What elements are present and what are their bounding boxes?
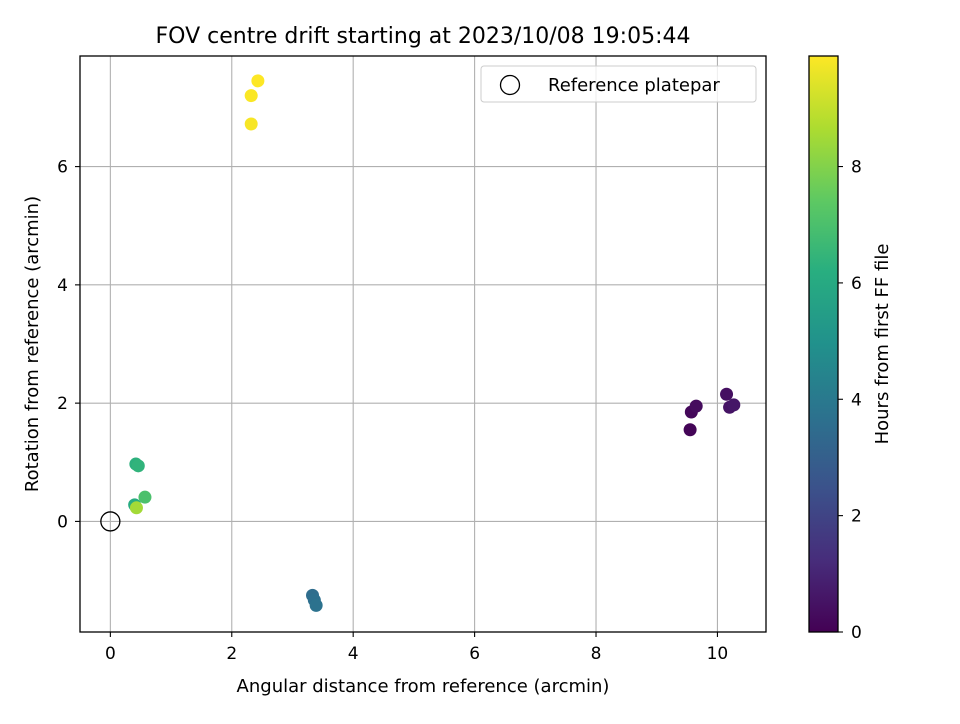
y-tick-label: 6: [57, 158, 68, 178]
scatter-point: [683, 423, 697, 437]
x-tick-label: 2: [226, 644, 237, 664]
colorbar-frame: [808, 55, 839, 633]
x-tick-label: 0: [105, 644, 116, 664]
y-tick-label: 4: [57, 276, 68, 296]
scatter-point: [131, 459, 145, 473]
reference-platepar-marker: [100, 511, 121, 532]
x-tick-label: 6: [469, 644, 480, 664]
x-tick-label: 10: [707, 644, 729, 664]
colorbar-label: Hours from first FF file: [872, 244, 893, 445]
colorbar-tick-label: 4: [851, 390, 862, 410]
y-axis-label: Rotation from reference (arcmin): [22, 196, 43, 492]
scatter-point: [309, 598, 323, 612]
plot-background: [80, 56, 766, 632]
colorbar-tick-label: 8: [851, 158, 862, 178]
colorbar-gradient: [809, 56, 838, 632]
y-tick-label: 0: [57, 512, 68, 532]
x-axis-ticks: 0 2 4 6 8 10: [105, 632, 728, 664]
scatter-point: [251, 74, 265, 88]
x-axis-label: Angular distance from reference (arcmin): [237, 676, 610, 697]
colorbar-tick-label: 2: [851, 507, 862, 527]
legend-marker-open-circle: [499, 74, 521, 96]
scatter-point: [138, 490, 152, 504]
colorbar-tick-label: 0: [851, 623, 862, 643]
grid-lines: [80, 56, 766, 632]
y-tick-label: 2: [57, 394, 68, 414]
scatter-point: [689, 399, 703, 413]
scatter-point: [244, 117, 258, 131]
scatter-point: [129, 501, 143, 515]
reference-marker-layer: [100, 511, 121, 532]
colorbar-tick-label: 6: [851, 274, 862, 294]
scatter-point: [720, 387, 734, 401]
scatter-point: [244, 89, 258, 103]
plot-frame: [79, 55, 767, 633]
scatter-points: [128, 74, 741, 612]
y-axis-ticks: 0 2 4 6: [57, 158, 80, 532]
colorbar-ticks: 0 2 4 6 8: [838, 158, 862, 643]
chart-title: FOV centre drift starting at 2023/10/08 …: [156, 24, 691, 49]
legend: Reference platepar: [480, 65, 757, 103]
x-tick-label: 8: [591, 644, 602, 664]
scatter-point: [727, 398, 741, 412]
x-tick-label: 4: [348, 644, 359, 664]
legend-box: [480, 65, 757, 103]
legend-label-reference-platepar: Reference platepar: [548, 75, 720, 96]
